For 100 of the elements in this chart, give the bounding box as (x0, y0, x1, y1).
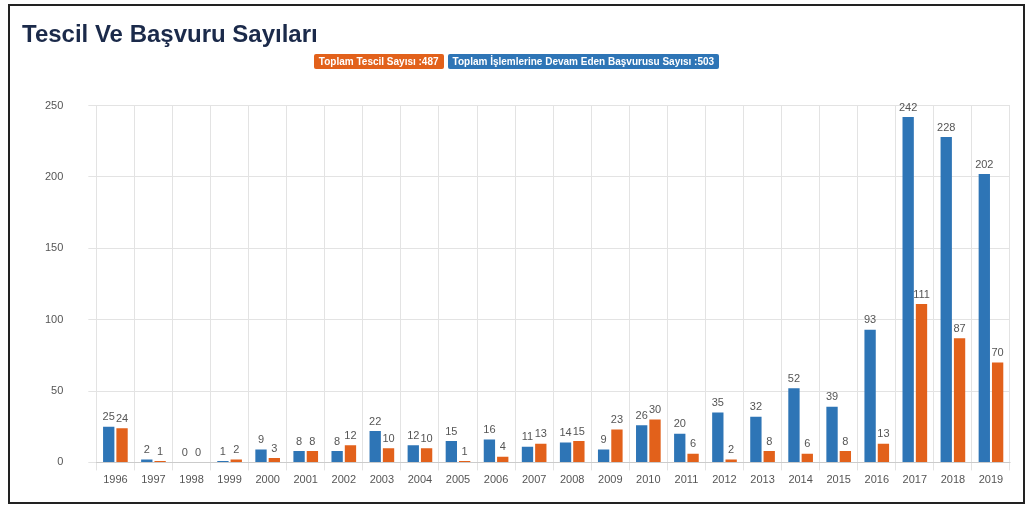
bar (445, 440, 458, 462)
data-label: 8 (334, 434, 341, 447)
bar (535, 443, 547, 462)
chart-title: Tescil Ve Başvuru Sayıları (22, 20, 318, 48)
data-label: 6 (804, 437, 811, 450)
data-label: 24 (115, 411, 129, 424)
bar (636, 425, 648, 462)
data-label: 13 (877, 427, 890, 440)
data-label: 0 (181, 445, 188, 458)
bar (674, 433, 686, 462)
bar (116, 428, 128, 462)
x-tick-label: 2006 (483, 473, 509, 486)
data-label: 16 (483, 423, 496, 436)
bar (877, 443, 890, 462)
data-label: 1 (219, 444, 226, 457)
data-label: 8 (766, 434, 773, 447)
bar (953, 338, 966, 462)
bar (382, 448, 395, 462)
x-tick-label: 2019 (978, 473, 1004, 486)
y-tick-label: 250 (44, 98, 64, 111)
x-tick-label: 2005 (445, 473, 471, 486)
data-label: 2 (143, 443, 150, 456)
bar (801, 453, 813, 462)
y-tick-label: 100 (44, 312, 64, 325)
data-label: 9 (257, 433, 265, 446)
data-label: 6 (690, 437, 697, 450)
bar (407, 445, 419, 462)
bar (611, 429, 623, 462)
bar (521, 446, 534, 462)
x-tick-label: 2002 (331, 473, 357, 486)
bar (712, 412, 724, 462)
data-label: 12 (344, 428, 357, 441)
data-label: 23 (610, 413, 624, 426)
data-label: 10 (420, 431, 433, 444)
x-tick-label: 2004 (407, 473, 433, 486)
bar (649, 419, 661, 462)
x-tick-label: 2012 (712, 473, 737, 486)
data-label: 8 (842, 434, 849, 447)
data-label: 25 (102, 410, 115, 423)
bar (331, 450, 343, 462)
bar (103, 426, 115, 462)
bar (826, 406, 838, 462)
bar (940, 137, 952, 462)
x-tick-label: 2013 (750, 473, 775, 486)
y-tick-label: 0 (57, 455, 64, 468)
data-label: 12 (407, 428, 420, 441)
y-tick-label: 50 (51, 384, 64, 397)
x-tick-label: 2003 (369, 473, 395, 486)
bar (864, 329, 876, 462)
x-tick-label: 2014 (788, 473, 813, 486)
x-tick-label: 2009 (598, 473, 623, 486)
data-label: 8 (296, 434, 303, 447)
x-tick-label: 2015 (826, 473, 851, 486)
bar (483, 439, 496, 462)
data-label: 52 (787, 371, 801, 384)
bar (369, 431, 381, 462)
data-label: 1 (461, 444, 468, 457)
data-label: 242 (898, 100, 918, 113)
data-label: 15 (572, 424, 585, 437)
x-tick-label: 1998 (179, 473, 204, 486)
x-tick-label: 2008 (559, 473, 585, 486)
x-tick-label: 1996 (103, 473, 128, 486)
bar (915, 303, 928, 462)
data-label: 228 (937, 120, 956, 133)
text: Toplam Tescil Sayısı :487 (313, 54, 444, 69)
bar (344, 445, 357, 462)
x-tick-label: 2016 (864, 473, 889, 486)
x-tick-label: 1999 (217, 473, 242, 486)
data-label: 20 (673, 417, 686, 430)
data-label: 10 (382, 431, 395, 444)
data-label: 111 (913, 287, 930, 300)
data-label: 93 (863, 313, 877, 326)
data-label: 70 (991, 346, 1004, 359)
bar (750, 416, 762, 462)
bar (497, 456, 509, 462)
data-label: 2 (728, 443, 735, 456)
data-label: 22 (369, 414, 382, 427)
bar (573, 440, 585, 462)
x-tick-label: 2000 (255, 473, 280, 486)
data-label: 32 (749, 400, 763, 413)
bar (597, 449, 610, 462)
data-label: 15 (445, 424, 458, 437)
data-label: 2 (233, 443, 240, 456)
data-label: 13 (534, 427, 547, 440)
bar (978, 174, 990, 462)
data-label: 26 (635, 408, 648, 421)
bar (420, 448, 433, 462)
data-label: 1 (157, 444, 164, 457)
bar (293, 450, 305, 462)
bar (559, 442, 572, 462)
data-label: 30 (648, 403, 662, 416)
x-tick-label: 1997 (141, 473, 166, 486)
bar (687, 453, 699, 462)
x-tick-label: 2011 (674, 473, 699, 486)
data-label: 11 (521, 430, 534, 443)
data-label: 14 (559, 425, 572, 438)
data-label: 8 (309, 434, 316, 447)
x-tick-label: 2018 (940, 473, 966, 486)
bar (991, 362, 1004, 462)
x-tick-label: 2017 (902, 473, 928, 486)
